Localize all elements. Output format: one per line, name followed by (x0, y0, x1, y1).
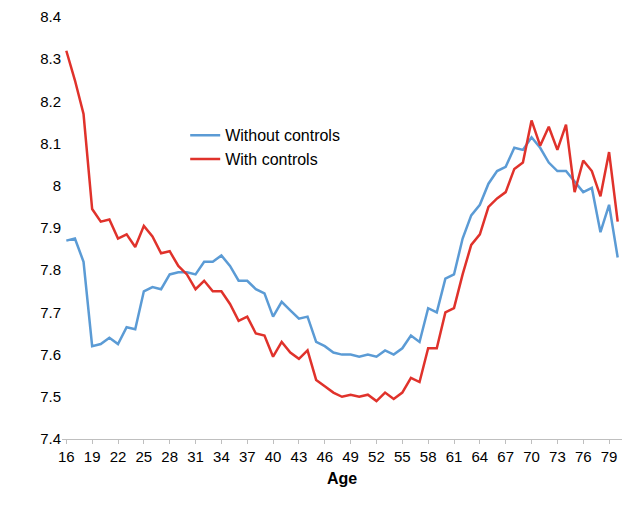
svg-text:22: 22 (110, 448, 127, 465)
svg-text:46: 46 (316, 448, 333, 465)
svg-text:55: 55 (394, 448, 411, 465)
svg-text:16: 16 (58, 448, 75, 465)
svg-text:52: 52 (368, 448, 385, 465)
svg-text:19: 19 (84, 448, 101, 465)
svg-text:7.4: 7.4 (40, 430, 61, 447)
svg-text:25: 25 (136, 448, 153, 465)
svg-text:8.3: 8.3 (40, 50, 61, 67)
svg-text:70: 70 (523, 448, 540, 465)
svg-text:Age: Age (327, 470, 357, 487)
svg-text:67: 67 (497, 448, 514, 465)
svg-text:79: 79 (601, 448, 618, 465)
svg-text:7.8: 7.8 (40, 261, 61, 278)
svg-text:64: 64 (472, 448, 489, 465)
svg-text:34: 34 (213, 448, 230, 465)
svg-text:76: 76 (575, 448, 592, 465)
svg-text:43: 43 (291, 448, 308, 465)
svg-text:73: 73 (549, 448, 566, 465)
svg-text:With controls: With controls (225, 151, 317, 168)
svg-text:7.7: 7.7 (40, 304, 61, 321)
svg-text:31: 31 (187, 448, 204, 465)
svg-text:7.9: 7.9 (40, 219, 61, 236)
svg-text:58: 58 (420, 448, 437, 465)
svg-text:8: 8 (53, 177, 61, 194)
svg-text:8.1: 8.1 (40, 135, 61, 152)
svg-text:7.5: 7.5 (40, 388, 61, 405)
svg-text:7.6: 7.6 (40, 346, 61, 363)
svg-text:49: 49 (342, 448, 359, 465)
svg-text:Without controls: Without controls (225, 127, 340, 144)
svg-text:8.4: 8.4 (40, 8, 61, 25)
svg-text:40: 40 (265, 448, 282, 465)
svg-text:28: 28 (161, 448, 178, 465)
svg-text:8.2: 8.2 (40, 93, 61, 110)
svg-text:61: 61 (446, 448, 463, 465)
svg-text:37: 37 (239, 448, 256, 465)
